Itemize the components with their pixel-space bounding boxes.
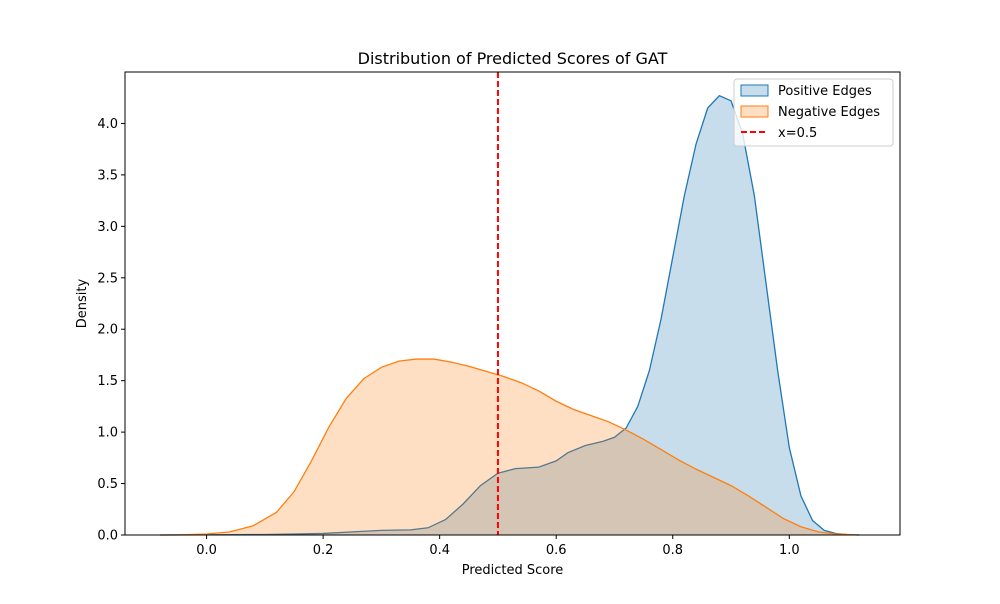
legend-frame — [733, 78, 894, 147]
y-tick-label: 3.5 — [97, 168, 118, 183]
x-tick-label: 0.8 — [662, 543, 683, 558]
line-positive-edges — [159, 94, 860, 536]
legend-label-positive-edges: Positive Edges — [778, 84, 872, 99]
y-tick-label: 2.5 — [97, 271, 118, 286]
x-tick-label: 0.6 — [546, 543, 567, 558]
y-tick-label: 1.0 — [97, 426, 118, 441]
legend-label-negative-edges: Negative Edges — [778, 105, 880, 120]
x-tick-label: 0.2 — [313, 543, 334, 558]
legend-label-threshold: x=0.5 — [778, 126, 817, 141]
line-negative-edges — [159, 358, 860, 536]
x-tick-label: 0.4 — [429, 543, 450, 558]
y-tick-label: 3.0 — [97, 220, 118, 235]
legend: Positive Edges Negative Edges x=0.5 — [733, 78, 894, 147]
series-layer — [159, 94, 860, 536]
chart-title: Distribution of Predicted Scores of GAT — [358, 49, 668, 68]
x-tick-label: 1.0 — [779, 543, 800, 558]
x-axis-title: Predicted Score — [462, 563, 564, 578]
y-tick-label: 2.0 — [97, 323, 118, 338]
plot-frame — [124, 71, 901, 536]
legend-swatch-negative-edges — [740, 105, 769, 118]
y-tick-label: 0.5 — [97, 477, 118, 492]
area-negative-edges — [159, 359, 860, 535]
y-tick-label: 4.0 — [97, 117, 118, 132]
y-tick-label: 0.0 — [97, 529, 118, 544]
y-tick-label: 1.5 — [97, 374, 118, 389]
x-tick-label: 0.0 — [196, 543, 217, 558]
y-axis: 0.0 0.5 1.0 1.5 2.0 2.5 3.0 3.5 4.0 — [97, 117, 125, 544]
legend-swatch-positive-edges — [740, 84, 769, 97]
x-axis: 0.0 0.2 0.4 0.6 0.8 1.0 — [196, 535, 800, 558]
y-axis-title: Density — [75, 278, 90, 328]
area-positive-edges — [159, 95, 860, 535]
